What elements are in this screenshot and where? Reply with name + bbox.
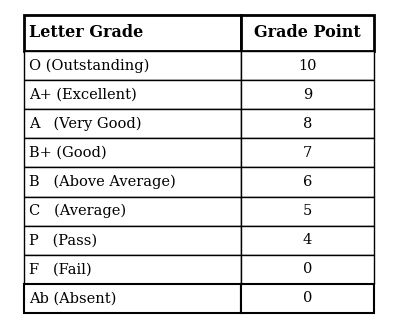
Bar bbox=[241, 226, 374, 255]
Bar bbox=[24, 255, 241, 284]
Bar bbox=[24, 226, 241, 255]
Text: B   (Above Average): B (Above Average) bbox=[29, 175, 176, 189]
Text: O (Outstanding): O (Outstanding) bbox=[29, 58, 149, 73]
Text: Grade Point: Grade Point bbox=[254, 24, 361, 41]
Bar bbox=[241, 80, 374, 109]
Text: 10: 10 bbox=[298, 59, 317, 73]
Text: A   (Very Good): A (Very Good) bbox=[29, 117, 141, 131]
Bar bbox=[241, 138, 374, 168]
Bar bbox=[241, 168, 374, 197]
Bar bbox=[24, 109, 241, 138]
Text: B+ (Good): B+ (Good) bbox=[29, 146, 106, 160]
Bar bbox=[24, 80, 241, 109]
Bar bbox=[241, 51, 374, 80]
Text: 0: 0 bbox=[303, 262, 312, 276]
Text: 6: 6 bbox=[303, 175, 312, 189]
Text: 0: 0 bbox=[303, 291, 312, 305]
Text: 8: 8 bbox=[303, 117, 312, 131]
Bar bbox=[241, 197, 374, 226]
Bar bbox=[241, 109, 374, 138]
Bar bbox=[241, 15, 374, 51]
Text: 5: 5 bbox=[303, 204, 312, 218]
Text: A+ (Excellent): A+ (Excellent) bbox=[29, 88, 137, 102]
Text: 7: 7 bbox=[303, 146, 312, 160]
Text: Letter Grade: Letter Grade bbox=[29, 24, 143, 41]
Text: C   (Average): C (Average) bbox=[29, 204, 126, 218]
Bar bbox=[24, 15, 241, 51]
Text: 4: 4 bbox=[303, 233, 312, 247]
Text: P   (Pass): P (Pass) bbox=[29, 233, 97, 247]
Bar bbox=[241, 255, 374, 284]
Bar bbox=[24, 284, 241, 313]
Text: 9: 9 bbox=[303, 88, 312, 102]
Bar bbox=[24, 51, 241, 80]
Text: Ab (Absent): Ab (Absent) bbox=[29, 291, 116, 305]
Text: F   (Fail): F (Fail) bbox=[29, 262, 91, 276]
Bar bbox=[24, 168, 241, 197]
Bar bbox=[24, 138, 241, 168]
Bar bbox=[241, 284, 374, 313]
Bar bbox=[24, 197, 241, 226]
